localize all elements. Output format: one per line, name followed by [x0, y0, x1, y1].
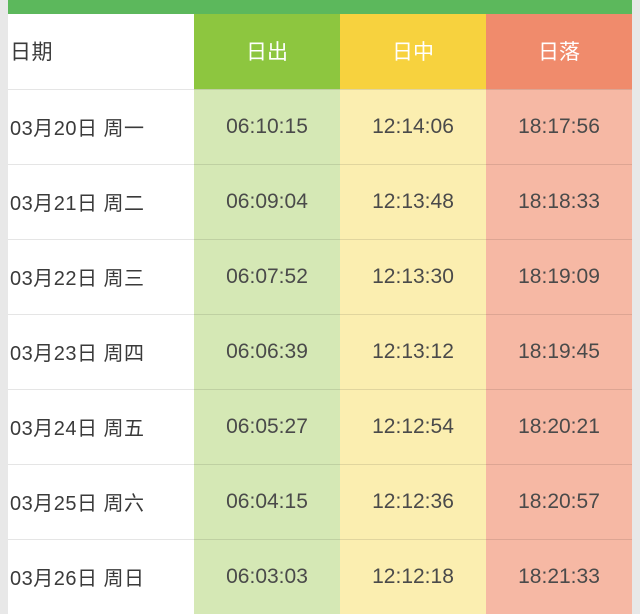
sun-times-table: 日期 日出 日中 日落 03月20日 周一06:10:1512:14:0618:… — [8, 14, 632, 614]
cell-sunset: 18:17:56 — [486, 89, 632, 164]
cell-sunset: 18:18:33 — [486, 164, 632, 239]
cell-sunrise: 06:03:03 — [194, 539, 340, 614]
header-sunrise: 日出 — [194, 14, 340, 89]
cell-noon: 12:13:30 — [340, 239, 486, 314]
content-frame: 日期 日出 日中 日落 03月20日 周一06:10:1512:14:0618:… — [8, 0, 632, 541]
cell-date: 03月26日 周日 — [8, 539, 194, 614]
table-row: 03月26日 周日06:03:0312:12:1818:21:33 — [8, 539, 632, 614]
cell-date: 03月20日 周一 — [8, 89, 194, 164]
cell-sunset: 18:21:33 — [486, 539, 632, 614]
cell-sunrise: 06:09:04 — [194, 164, 340, 239]
cell-date: 03月24日 周五 — [8, 389, 194, 464]
cell-sunrise: 06:10:15 — [194, 89, 340, 164]
cell-noon: 12:13:12 — [340, 314, 486, 389]
table-row: 03月21日 周二06:09:0412:13:4818:18:33 — [8, 164, 632, 239]
header-sunset: 日落 — [486, 14, 632, 89]
table-row: 03月20日 周一06:10:1512:14:0618:17:56 — [8, 89, 632, 164]
cell-noon: 12:13:48 — [340, 164, 486, 239]
cell-date: 03月21日 周二 — [8, 164, 194, 239]
cell-sunset: 18:19:09 — [486, 239, 632, 314]
table-row: 03月25日 周六06:04:1512:12:3618:20:57 — [8, 464, 632, 539]
header-date: 日期 — [8, 14, 194, 89]
cell-sunset: 18:20:57 — [486, 464, 632, 539]
table-row: 03月22日 周三06:07:5212:13:3018:19:09 — [8, 239, 632, 314]
cell-date: 03月22日 周三 — [8, 239, 194, 314]
cell-sunset: 18:20:21 — [486, 389, 632, 464]
header-noon: 日中 — [340, 14, 486, 89]
cell-noon: 12:12:54 — [340, 389, 486, 464]
cell-sunrise: 06:05:27 — [194, 389, 340, 464]
cell-noon: 12:14:06 — [340, 89, 486, 164]
table-body: 03月20日 周一06:10:1512:14:0618:17:5603月21日 … — [8, 89, 632, 614]
cell-sunrise: 06:07:52 — [194, 239, 340, 314]
cell-noon: 12:12:36 — [340, 464, 486, 539]
cell-sunrise: 06:04:15 — [194, 464, 340, 539]
cell-date: 03月23日 周四 — [8, 314, 194, 389]
table-header-row: 日期 日出 日中 日落 — [8, 14, 632, 89]
cell-noon: 12:12:18 — [340, 539, 486, 614]
cell-date: 03月25日 周六 — [8, 464, 194, 539]
table-row: 03月23日 周四06:06:3912:13:1218:19:45 — [8, 314, 632, 389]
table-row: 03月24日 周五06:05:2712:12:5418:20:21 — [8, 389, 632, 464]
cell-sunset: 18:19:45 — [486, 314, 632, 389]
top-accent-bar — [8, 0, 632, 14]
cell-sunrise: 06:06:39 — [194, 314, 340, 389]
